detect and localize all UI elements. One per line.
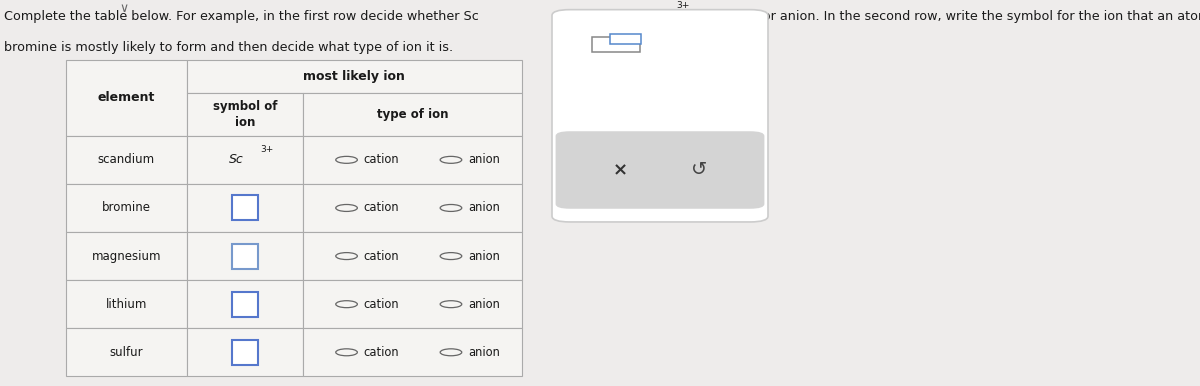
Text: is a cation or anion. In the second row, write the symbol for the ion that an at: is a cation or anion. In the second row,… bbox=[689, 10, 1200, 23]
Text: bromine is mostly likely to form and then decide what type of ion it is.: bromine is mostly likely to form and the… bbox=[4, 41, 452, 54]
Text: cation: cation bbox=[364, 346, 398, 359]
Text: ∨: ∨ bbox=[119, 2, 128, 15]
Bar bbox=[187, 232, 304, 280]
Text: type of ion: type of ion bbox=[377, 108, 449, 121]
Text: most likely ion: most likely ion bbox=[304, 70, 406, 83]
Text: cation: cation bbox=[364, 153, 398, 166]
Text: anion: anion bbox=[468, 153, 499, 166]
Text: cation: cation bbox=[364, 201, 398, 215]
Text: anion: anion bbox=[468, 298, 499, 311]
Text: anion: anion bbox=[468, 250, 499, 262]
Bar bbox=[187, 60, 522, 93]
Text: magnesium: magnesium bbox=[91, 250, 161, 262]
Bar bbox=[304, 136, 522, 184]
Bar bbox=[304, 232, 522, 280]
Bar bbox=[187, 136, 304, 184]
Text: element: element bbox=[97, 91, 155, 104]
Bar bbox=[304, 280, 522, 328]
Text: sulfur: sulfur bbox=[109, 346, 143, 359]
Bar bbox=[66, 184, 187, 232]
Bar bbox=[187, 328, 304, 376]
Bar bbox=[66, 136, 187, 184]
Text: symbol of
ion: symbol of ion bbox=[212, 100, 277, 129]
Bar bbox=[66, 60, 187, 136]
Bar bbox=[233, 340, 258, 365]
Text: Sc: Sc bbox=[229, 153, 244, 166]
Text: Complete the table below. For example, in the first row decide whether Sc: Complete the table below. For example, i… bbox=[4, 10, 479, 23]
Bar bbox=[304, 328, 522, 376]
Text: anion: anion bbox=[468, 201, 499, 215]
Bar bbox=[233, 292, 258, 317]
Bar bbox=[610, 34, 641, 44]
Bar bbox=[187, 184, 304, 232]
Text: ×: × bbox=[613, 161, 628, 179]
Bar bbox=[304, 184, 522, 232]
FancyBboxPatch shape bbox=[552, 10, 768, 222]
Bar bbox=[187, 280, 304, 328]
Bar bbox=[66, 280, 187, 328]
Text: anion: anion bbox=[468, 346, 499, 359]
Text: 3+: 3+ bbox=[260, 144, 274, 154]
Text: 3+: 3+ bbox=[677, 1, 690, 10]
Bar bbox=[66, 232, 187, 280]
Text: cation: cation bbox=[364, 250, 398, 262]
Text: scandium: scandium bbox=[98, 153, 155, 166]
Text: lithium: lithium bbox=[106, 298, 148, 311]
Bar bbox=[233, 244, 258, 269]
Bar bbox=[304, 93, 522, 136]
Bar bbox=[187, 93, 304, 136]
Text: ↺: ↺ bbox=[691, 161, 708, 179]
Bar bbox=[66, 328, 187, 376]
Bar bbox=[233, 195, 258, 220]
FancyBboxPatch shape bbox=[556, 131, 764, 209]
Text: bromine: bromine bbox=[102, 201, 151, 215]
Text: cation: cation bbox=[364, 298, 398, 311]
Bar bbox=[592, 37, 640, 52]
